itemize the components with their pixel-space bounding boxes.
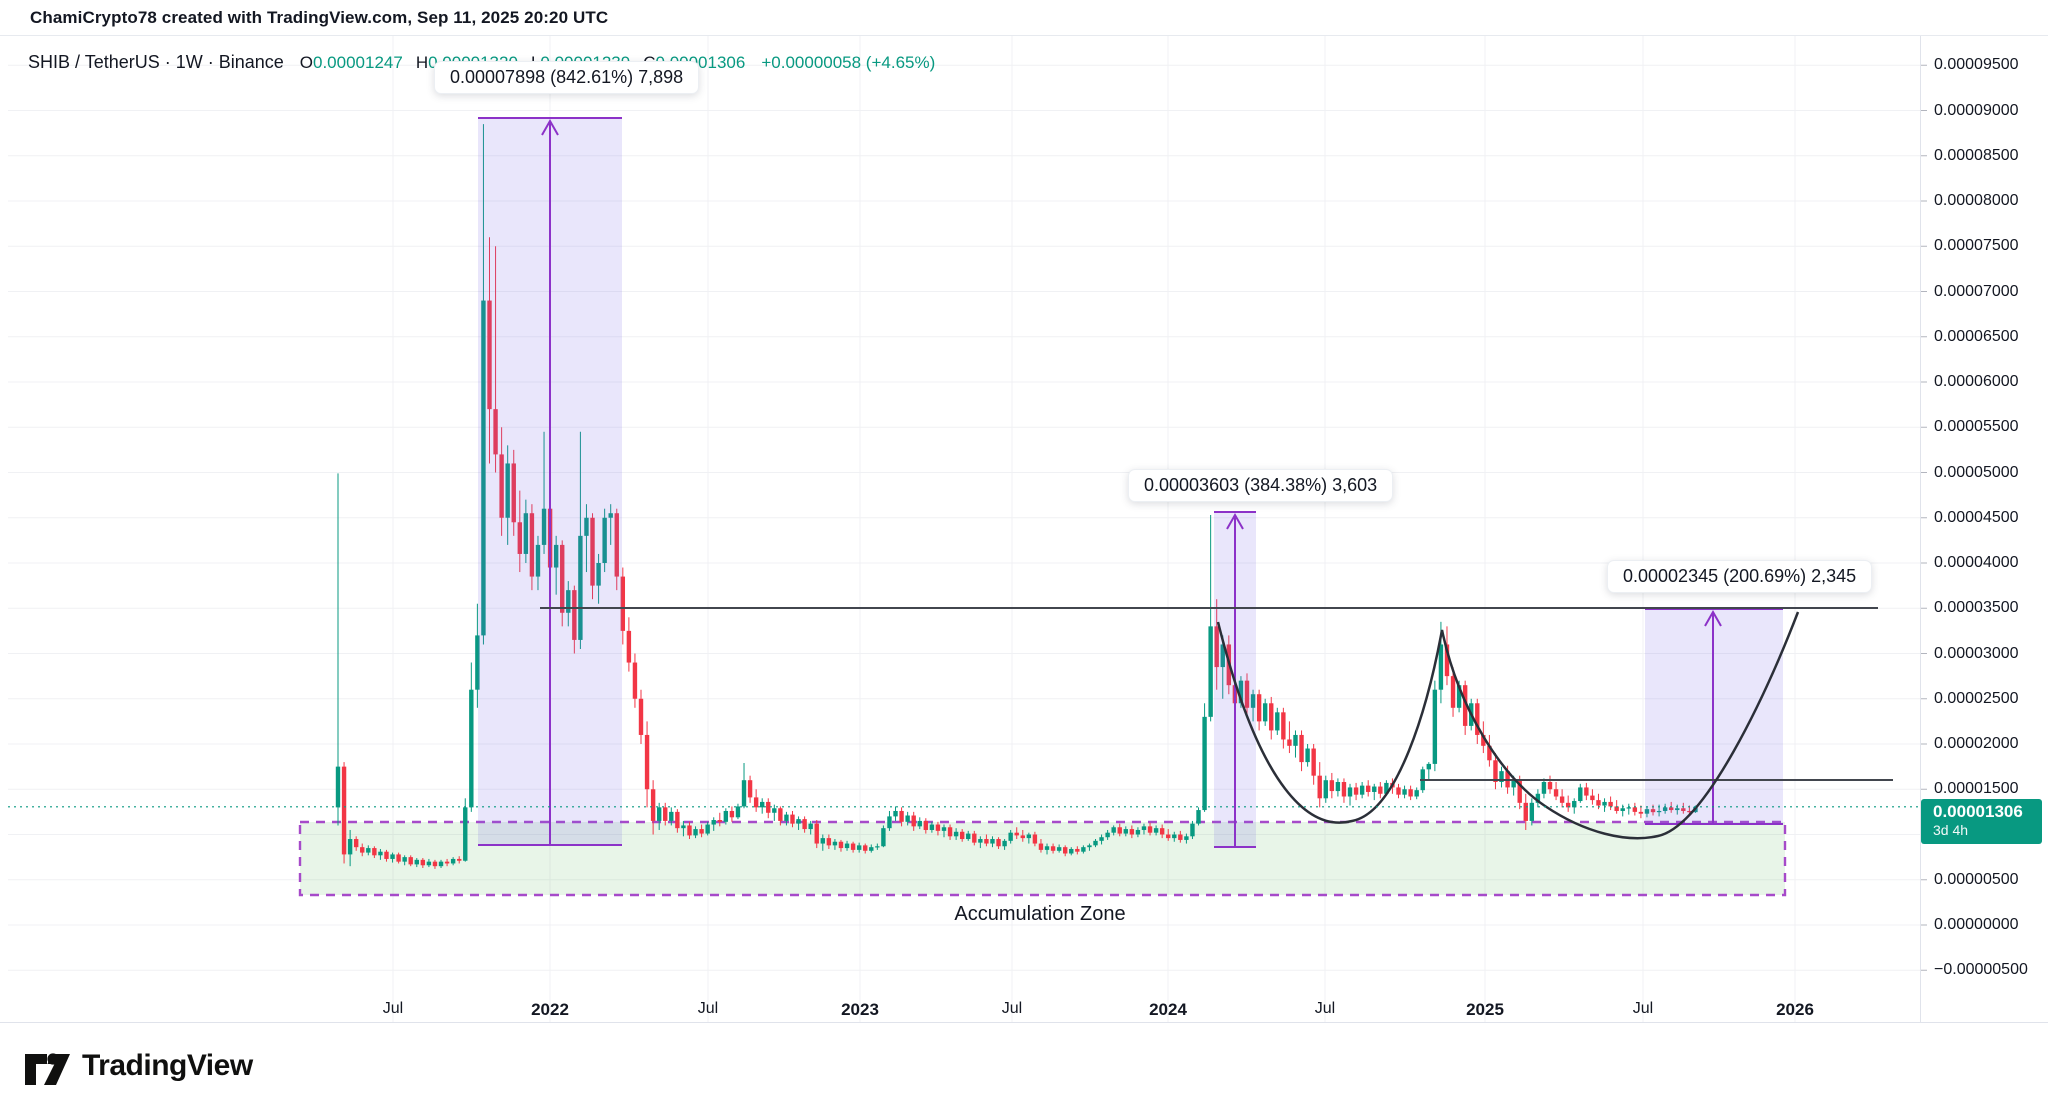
price-range-label-1[interactable]: 0.00007898 (842.61%) 7,898	[434, 61, 700, 94]
tradingview-logo-icon	[25, 1053, 70, 1085]
price-range-label-3[interactable]: 0.00002345 (200.69%) 2,345	[1607, 560, 1873, 593]
tradingview-brand[interactable]: TradingView	[24, 1046, 253, 1086]
open-label: O	[299, 53, 313, 72]
current-price-value: 0.00001306	[1933, 802, 2023, 821]
price-axis-separator	[1920, 36, 1921, 1022]
tradingview-logo-text: TradingView	[82, 1049, 253, 1082]
attribution-text: ChamiCrypto78 created with TradingView.c…	[30, 8, 609, 27]
current-price-badge: 0.00001306 3d 4h	[1921, 799, 2042, 844]
bar-countdown: 3d 4h	[1933, 822, 1969, 838]
change-value: +0.00000058 (+4.65%)	[761, 53, 936, 72]
price-range-label-2[interactable]: 0.00003603 (384.38%) 3,603	[1128, 469, 1394, 502]
symbol-title[interactable]: SHIB / TetherUS · 1W · Binance	[28, 52, 284, 72]
high-label: H	[415, 53, 429, 72]
pane-top-border	[0, 35, 2048, 36]
open-value: 0.00001247	[313, 53, 403, 72]
accumulation-zone-label[interactable]: Accumulation Zone	[954, 903, 1126, 925]
symbol-legend[interactable]: SHIB / TetherUS · 1W · Binance O0.000012…	[28, 52, 935, 73]
time-axis-separator	[0, 1022, 2048, 1023]
